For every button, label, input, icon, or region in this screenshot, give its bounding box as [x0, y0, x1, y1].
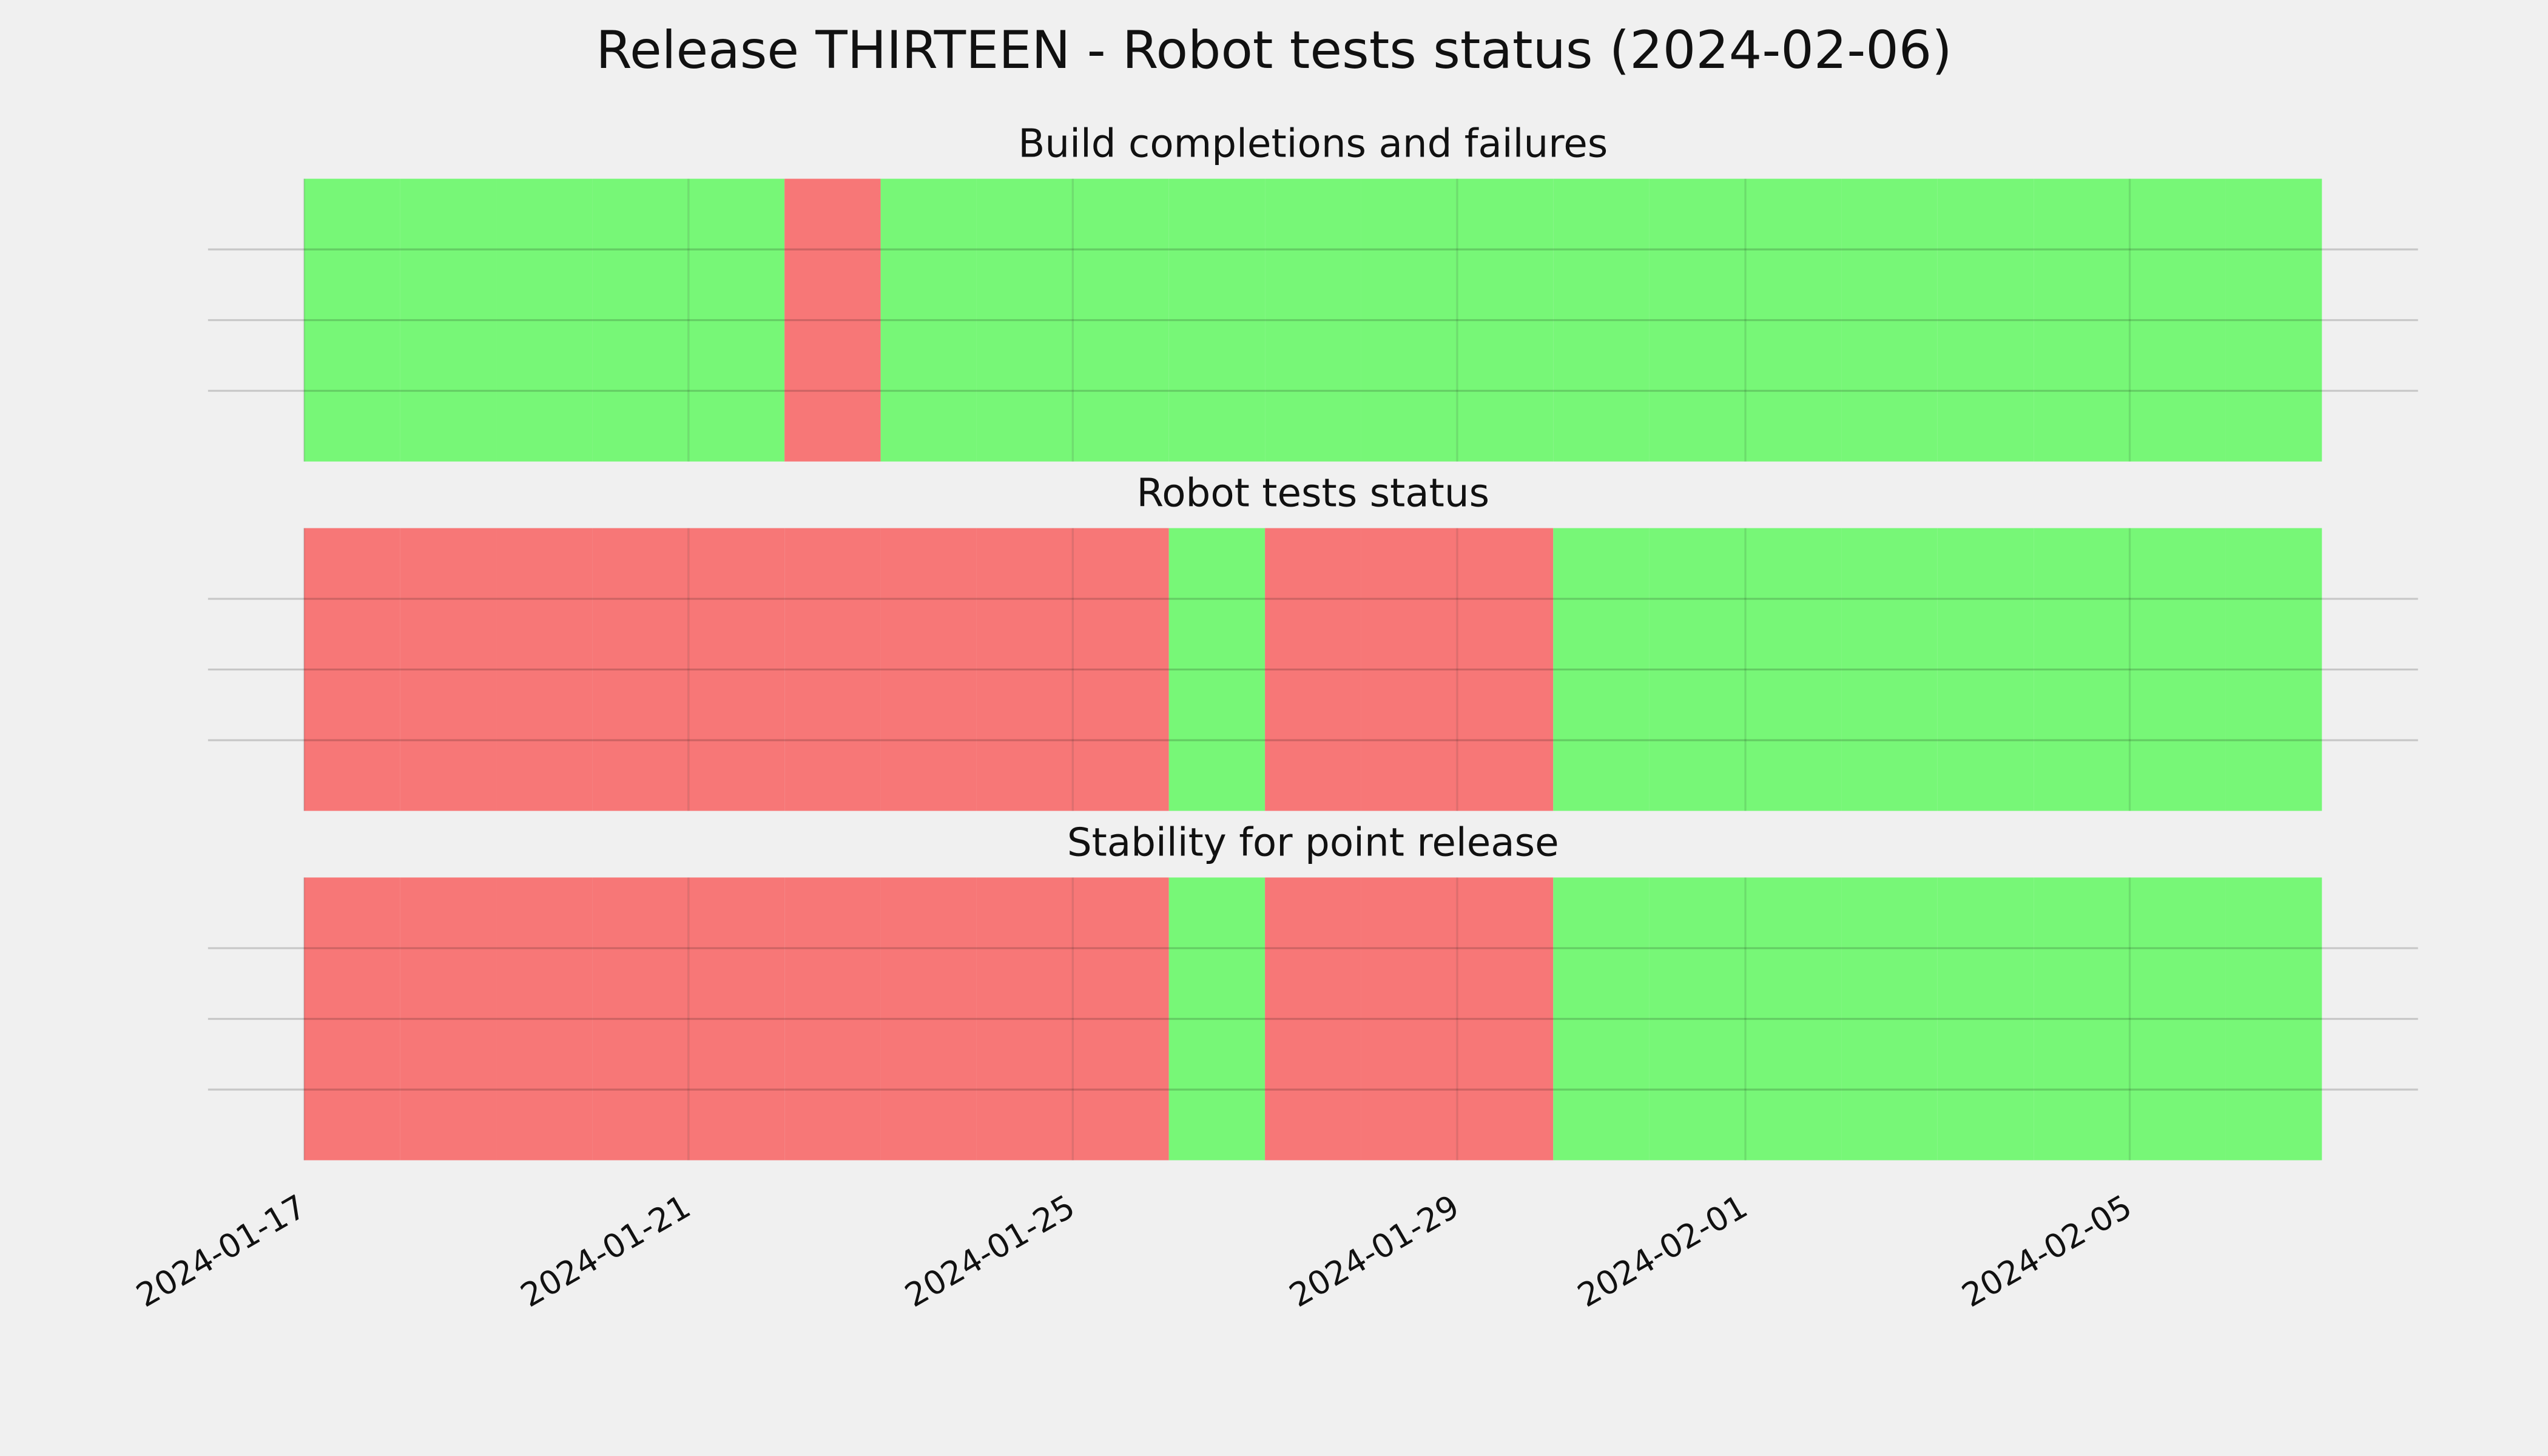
- status-bar: [1937, 178, 2034, 462]
- panel-title: Build completions and failures: [1018, 121, 1608, 167]
- status-bar: [1361, 178, 1457, 462]
- status-bar: [2129, 178, 2226, 462]
- status-bar: [304, 178, 400, 462]
- status-bar: [1841, 528, 1938, 811]
- status-bar: [304, 528, 400, 811]
- status-bar: [2034, 528, 2130, 811]
- status-bar: [592, 178, 689, 462]
- status-bar: [880, 528, 977, 811]
- status-bar: [400, 877, 497, 1161]
- status-bar: [1073, 877, 1169, 1161]
- status-bar: [1553, 528, 1650, 811]
- status-bar: [2225, 178, 2322, 462]
- status-bar: [496, 178, 593, 462]
- status-bar: [1553, 877, 1650, 1161]
- status-bar: [1745, 877, 1842, 1161]
- status-bar: [1168, 528, 1266, 811]
- status-bar: [1073, 178, 1169, 462]
- status-bar: [880, 877, 977, 1161]
- status-bar: [688, 178, 785, 462]
- status-bar: [2034, 877, 2130, 1161]
- status-bar: [592, 528, 689, 811]
- status-bar: [976, 877, 1073, 1161]
- status-bar: [1265, 877, 1361, 1161]
- status-bar: [2034, 178, 2130, 462]
- status-bar: [1073, 528, 1169, 811]
- status-bar: [1841, 877, 1938, 1161]
- status-bar: [1265, 178, 1361, 462]
- panel-title: Robot tests status: [1136, 471, 1489, 516]
- status-bar: [1649, 528, 1746, 811]
- status-bar: [784, 178, 881, 462]
- status-bar: [496, 877, 593, 1161]
- status-bar: [1457, 178, 1554, 462]
- status-bar: [1745, 178, 1842, 462]
- status-bar: [400, 528, 497, 811]
- status-bar: [2129, 877, 2226, 1161]
- status-bar: [1361, 528, 1457, 811]
- status-bar: [304, 877, 400, 1161]
- status-bar: [2225, 528, 2322, 811]
- status-bar: [1553, 178, 1650, 462]
- status-bar: [1937, 528, 2034, 811]
- status-bar: [496, 528, 593, 811]
- status-bar: [1168, 877, 1266, 1161]
- status-bar: [1649, 178, 1746, 462]
- status-bar: [976, 528, 1073, 811]
- panel-title: Stability for point release: [1067, 820, 1559, 865]
- status-bar: [1649, 877, 1746, 1161]
- status-bar: [688, 528, 785, 811]
- status-bar: [2129, 528, 2226, 811]
- status-bar: [880, 178, 977, 462]
- status-bar: [688, 877, 785, 1161]
- status-bar: [1457, 528, 1554, 811]
- status-bar: [2225, 877, 2322, 1161]
- status-bar: [400, 178, 497, 462]
- status-bar: [1361, 877, 1457, 1161]
- status-bar: [1841, 178, 1938, 462]
- status-bar: [784, 877, 881, 1161]
- status-bar: [1265, 528, 1361, 811]
- status-bar: [1745, 528, 1842, 811]
- status-bar: [784, 528, 881, 811]
- status-bar: [1457, 877, 1554, 1161]
- status-bar: [1168, 178, 1266, 462]
- chart-title: Release THIRTEEN - Robot tests status (2…: [596, 20, 1952, 81]
- status-bar: [1937, 877, 2034, 1161]
- status-bar: [592, 877, 689, 1161]
- status-bar: [976, 178, 1073, 462]
